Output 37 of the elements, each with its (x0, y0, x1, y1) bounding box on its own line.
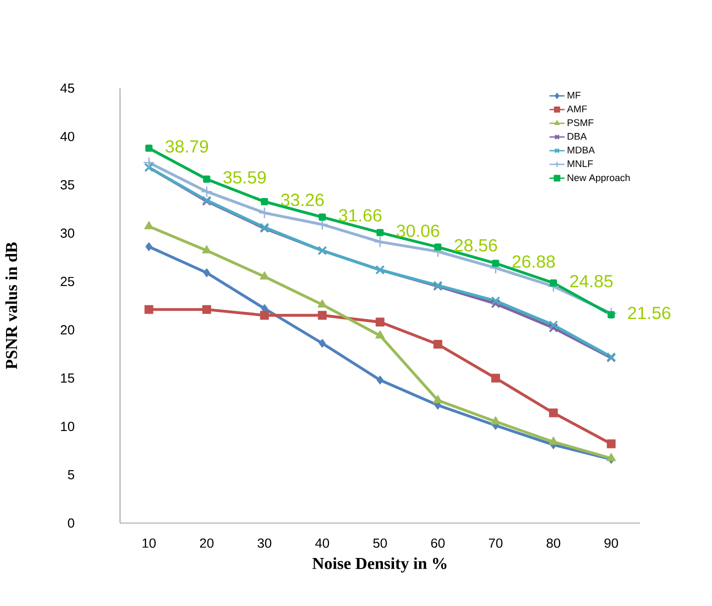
x-tick-label: 80 (546, 538, 560, 548)
data-label: 28.56 (454, 239, 498, 252)
y-axis-title: PSNR valus in dB (5, 242, 18, 370)
y-tick-label: 20 (60, 325, 74, 334)
legend-label: PSMF (568, 119, 594, 126)
y-tick-label: 35 (60, 180, 74, 190)
y-tick-label: 40 (60, 132, 74, 142)
x-tick-label: 70 (488, 538, 502, 548)
y-tick-label: 45 (60, 84, 74, 93)
y-tick-label: 30 (60, 228, 74, 238)
data-label: 33.26 (281, 194, 324, 206)
x-tick-label: 60 (431, 538, 445, 548)
x-tick-label: 20 (200, 538, 214, 548)
data-label: 24.85 (570, 274, 613, 288)
x-tick-label: 10 (142, 538, 156, 548)
y-tick-label: 15 (61, 373, 74, 383)
legend-label: AMF (566, 105, 587, 112)
y-tick-label: 25 (60, 276, 74, 286)
data-label: 26.88 (512, 255, 555, 268)
data-label: 31.66 (338, 209, 382, 222)
data-label: 35.59 (223, 171, 266, 184)
y-tick-label: 10 (61, 422, 74, 432)
legend-label: New Approach (568, 174, 630, 183)
legend-label: DBA (568, 132, 587, 140)
data-label: 21.56 (628, 306, 670, 320)
legend-label: MF (568, 92, 581, 98)
x-tick-label: 40 (315, 538, 330, 548)
y-tick-label: 0 (68, 518, 74, 528)
data-label: 30.06 (396, 224, 440, 237)
x-tick-label: 90 (604, 538, 618, 548)
x-tick-label: 50 (373, 538, 387, 548)
legend-label: MDBA (568, 146, 595, 154)
y-tick-label: 5 (68, 470, 74, 480)
data-label: 38.79 (166, 140, 208, 153)
x-axis-title: Noise Density in % (312, 557, 446, 572)
legend-label: MNLF (568, 160, 593, 167)
x-tick-label: 30 (258, 538, 272, 548)
